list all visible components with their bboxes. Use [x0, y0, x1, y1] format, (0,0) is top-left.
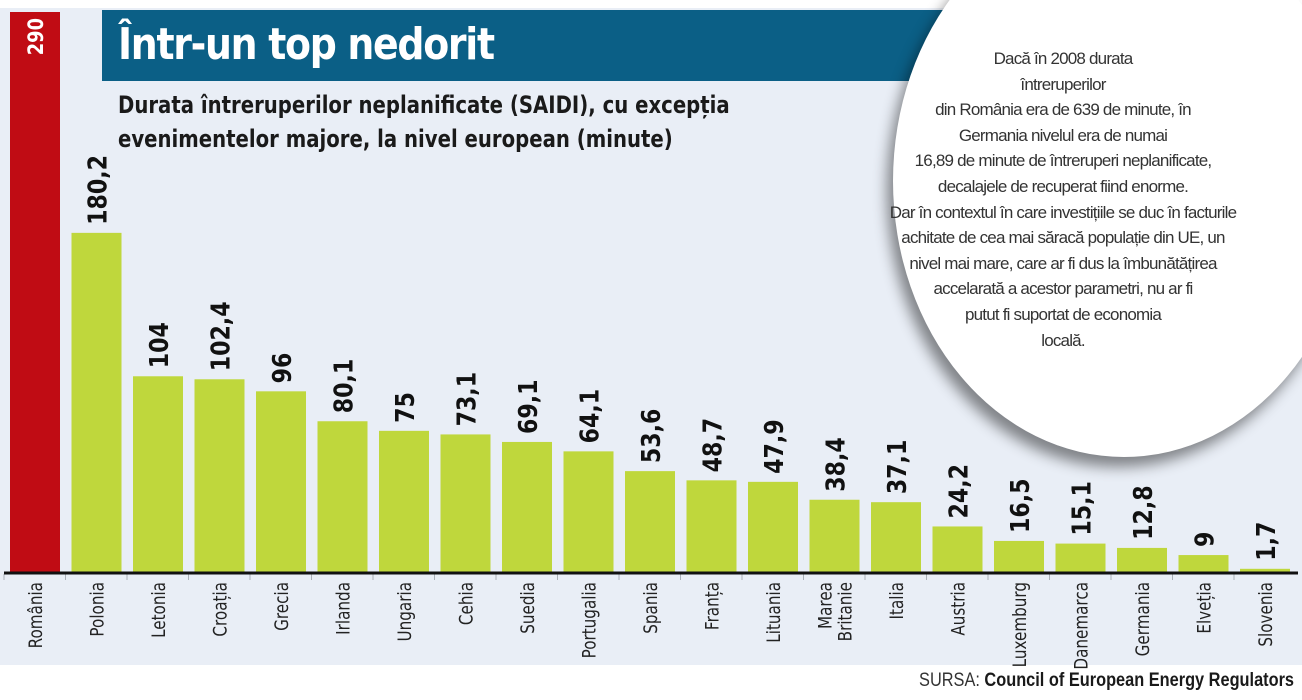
- value-label: 16,5: [1005, 478, 1035, 532]
- value-label: 53,6: [636, 409, 666, 463]
- bar-1: [71, 232, 122, 573]
- note-line: accelarată a acestor parametri, nu ar fi: [933, 279, 1193, 299]
- category-label: Slovenia: [1255, 582, 1277, 647]
- category-label: Luxemburg: [1009, 582, 1031, 667]
- subtitle-line: evenimentelor majore, la nivel european …: [118, 125, 673, 153]
- category-label: Grecia: [271, 582, 293, 631]
- bar-18: [1117, 547, 1167, 572]
- value-label: 12,8: [1128, 485, 1158, 539]
- category-label: Elveția: [1194, 582, 1216, 634]
- category-label: Portugalia: [579, 582, 601, 658]
- category-label: Britanie: [835, 582, 857, 641]
- value-label: 73,1: [452, 372, 482, 426]
- note-line: 16,89 de minute de întreruperi neplanifi…: [914, 151, 1212, 171]
- category-label: Ungaria: [394, 582, 416, 641]
- value-label: 290: [24, 18, 49, 55]
- value-label: 75: [390, 392, 420, 423]
- bar-7: [440, 434, 491, 572]
- note-line: nivel mai mare, care ar fi dus la îmbună…: [909, 253, 1217, 273]
- bar-2: [133, 376, 183, 572]
- value-label: 96: [267, 353, 297, 384]
- chart-subtitle: Durata întreruperilor neplanificate (SAI…: [118, 88, 730, 156]
- value-label: 1,7: [1251, 522, 1281, 561]
- title-banner: [102, 10, 1062, 81]
- value-label: 69,1: [513, 379, 543, 433]
- value-label: 180,2: [83, 155, 113, 225]
- category-label: Letonia: [148, 582, 170, 638]
- note-line: locală.: [1041, 330, 1085, 350]
- note-text: Dacă în 2008 durata întreruperilor din R…: [848, 46, 1278, 353]
- bar-3: [194, 379, 245, 572]
- value-label: 102,4: [206, 301, 236, 371]
- bar-17: [1055, 543, 1106, 572]
- category-label: Austria: [948, 582, 970, 636]
- bar-16: [994, 540, 1044, 572]
- bar-10: [625, 471, 675, 572]
- bar-11: [686, 480, 737, 572]
- value-label: 38,4: [821, 437, 851, 491]
- category-label: Suedia: [517, 582, 539, 634]
- category-label: Irlanda: [333, 582, 355, 635]
- value-label: 47,9: [759, 419, 789, 473]
- category-label: Lituania: [763, 582, 785, 643]
- value-label: 64,1: [575, 389, 605, 443]
- value-label: 104: [144, 322, 174, 368]
- bar-19: [1178, 555, 1229, 572]
- subtitle-line: Durata întreruperilor neplanificate (SAI…: [118, 91, 730, 119]
- bar-5: [317, 421, 368, 572]
- value-label: 15,1: [1067, 481, 1097, 535]
- bar-6: [379, 430, 429, 572]
- source-credit: SURSA: Council of European Energy Regula…: [919, 670, 1294, 692]
- category-label: Danemarca: [1071, 582, 1093, 670]
- bar-12: [748, 481, 798, 572]
- category-label: Spania: [640, 582, 662, 634]
- note-line: decalajele de recuperat fiind enorme.: [937, 176, 1189, 196]
- source-label: SURSA:: [919, 670, 980, 691]
- value-label: 48,7: [698, 418, 728, 472]
- bar-4: [256, 391, 306, 572]
- category-label: Croația: [210, 582, 232, 637]
- bar-20: [1240, 568, 1290, 572]
- note-line: achitate de cea mai săracă populație din…: [901, 228, 1225, 248]
- category-label: Germania: [1132, 582, 1154, 656]
- category-label: Marea: [815, 582, 837, 629]
- bar-0: [10, 12, 60, 572]
- bar-14: [871, 502, 921, 572]
- category-label: Cehia: [456, 582, 478, 625]
- note-line: din România era de 639 de minute, în: [935, 100, 1191, 120]
- value-label: 24,2: [944, 464, 974, 518]
- note-line: Dar în contextul în care investițiile se…: [889, 202, 1237, 222]
- category-label: Polonia: [87, 582, 109, 637]
- note-line: Germania nivelul era de numai: [958, 125, 1168, 145]
- category-label: Italia: [886, 582, 908, 619]
- note-line: putut fi suportat de economia: [964, 304, 1162, 324]
- chart-title: Într-un top nedorit: [118, 19, 495, 70]
- value-label: 9: [1190, 532, 1220, 547]
- value-label: 37,1: [882, 440, 912, 494]
- bar-13: [809, 499, 860, 572]
- bar-15: [932, 526, 983, 572]
- bar-9: [563, 451, 614, 572]
- note-line: Dacă în 2008 durata: [993, 49, 1134, 68]
- source-value: Council of European Energy Regulators: [984, 670, 1294, 691]
- value-label: 80,1: [329, 359, 359, 413]
- category-label: România: [25, 582, 47, 648]
- note-line: întreruperilor: [1020, 74, 1106, 94]
- bar-8: [502, 441, 552, 572]
- category-label: Franța: [702, 582, 724, 630]
